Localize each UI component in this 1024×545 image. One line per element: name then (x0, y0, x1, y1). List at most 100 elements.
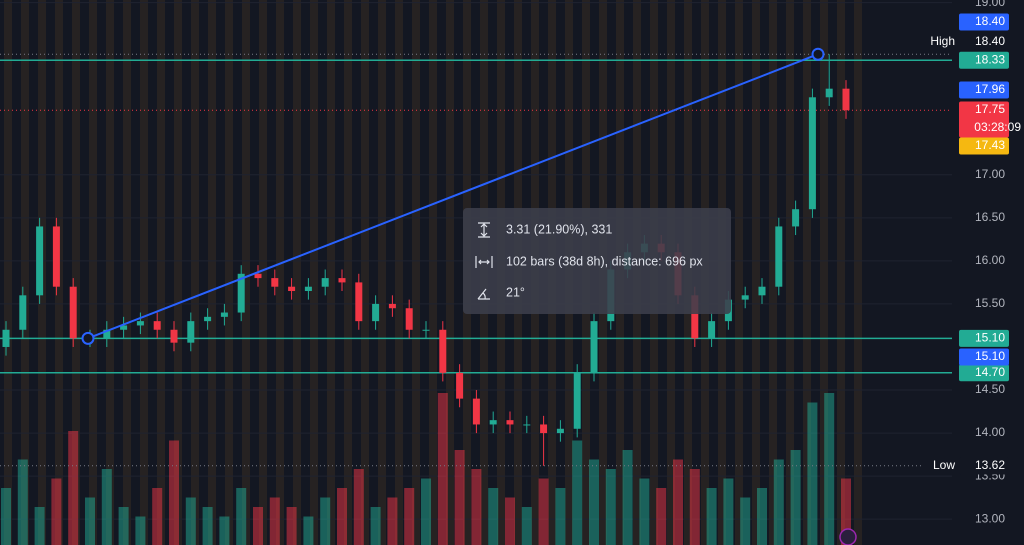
measure-tooltip (463, 208, 731, 314)
volume-bar (437, 393, 448, 545)
y-tick-label: 16.00 (975, 253, 1005, 267)
volume-bar (454, 450, 465, 545)
volume-bar (605, 469, 616, 545)
candle-body (271, 278, 279, 287)
candle-body (825, 88, 833, 98)
y-tick-label: 19.00 (975, 0, 1005, 9)
price-tag (959, 329, 1009, 347)
price-tag-label: 14.70 (975, 365, 1005, 379)
volume-bar (757, 488, 767, 545)
candle-body (556, 428, 564, 434)
y-tick-label: 13.00 (975, 511, 1005, 525)
candle-body (120, 325, 128, 330)
volume-bar (135, 516, 146, 545)
volume-bar (639, 478, 650, 545)
volume-bar (824, 393, 835, 545)
y-tick-label: 17.00 (975, 167, 1005, 181)
price-tag (959, 137, 1009, 155)
stripe (89, 0, 97, 545)
candle-body (388, 303, 396, 309)
tag-caption: High (930, 34, 955, 48)
volume-bar (286, 507, 297, 545)
price-tag-label: 15.10 (975, 331, 1005, 345)
icon-range (475, 256, 493, 268)
candle-body (2, 329, 10, 347)
volume-bar (404, 488, 415, 545)
volume-bar (673, 459, 683, 545)
candle-body (36, 226, 44, 296)
volume-bar (740, 497, 751, 545)
candle-body (523, 424, 531, 426)
stripe (820, 0, 828, 545)
icon-angle (477, 288, 490, 300)
volume-bar (555, 488, 566, 545)
candle-body (136, 321, 144, 326)
price-tag (959, 33, 1009, 51)
volume-bar (370, 507, 381, 545)
stripe (72, 0, 80, 545)
candle-body (439, 329, 447, 373)
price-tag (959, 457, 1009, 475)
price-tag-label: 15.10 (975, 349, 1005, 363)
volume-bar (34, 507, 45, 545)
candle-body (187, 321, 195, 343)
volume-bar (471, 469, 482, 545)
candle-body (842, 88, 850, 111)
measure-range: 102 bars (38d 8h), distance: 696 px (506, 254, 703, 268)
candle-body (405, 308, 413, 330)
stripe (123, 0, 131, 545)
candle-body (321, 278, 329, 287)
candle-body (808, 97, 816, 210)
stripe (157, 0, 165, 545)
volume-bar (572, 440, 583, 545)
price-tag-label: 18.40 (975, 14, 1005, 28)
y-tick-label: 15.50 (975, 296, 1005, 310)
y-tick-label: 14.50 (975, 382, 1005, 396)
volume-bar (51, 478, 62, 545)
volume-bar (219, 516, 230, 545)
candle-body (204, 316, 212, 322)
stripe (412, 0, 420, 545)
volume-bar (841, 478, 851, 545)
volume-bar (622, 450, 633, 545)
stripe (174, 0, 182, 545)
candle-body (590, 321, 598, 373)
price-tag-label: 18.33 (975, 52, 1005, 66)
measure-price: 3.31 (21.90%), 331 (506, 222, 612, 236)
candle-body (69, 286, 77, 339)
candle-body (422, 329, 430, 331)
countdown: 03:28:09 (974, 120, 1021, 134)
candle-body (792, 209, 800, 227)
y-tick-label: 16.50 (975, 210, 1005, 224)
volume-bar (185, 497, 196, 545)
candle-body (573, 372, 581, 429)
volume-bar (689, 469, 700, 545)
stripe (225, 0, 233, 545)
candle-body (472, 398, 480, 425)
price-tag (959, 364, 1009, 382)
volume-bar (202, 507, 213, 545)
tag-caption: Low (933, 458, 955, 472)
volume-bar (773, 459, 784, 545)
stripe (752, 0, 760, 545)
price-tag-label: 13.62 (975, 458, 1005, 472)
volume-bar (421, 478, 431, 545)
volume-bar (101, 469, 112, 545)
alert-badge (839, 528, 857, 545)
price-tag-label: 17.96 (975, 82, 1005, 96)
tag-caption-box (924, 33, 959, 51)
volume-bar (169, 440, 179, 545)
candle-body (103, 329, 111, 339)
price-tag-label: 17.75 (975, 102, 1005, 116)
candle-body (758, 286, 766, 296)
candle-body (741, 295, 749, 300)
volume-bar (353, 469, 364, 545)
volume-bar (68, 431, 79, 545)
stripe (446, 0, 454, 545)
volume-bar (656, 488, 667, 545)
volume-bar (303, 516, 314, 545)
candle-body (775, 226, 783, 287)
candle-body (237, 273, 245, 313)
price-tag-label: 18.40 (975, 34, 1005, 48)
stripe (140, 0, 148, 545)
